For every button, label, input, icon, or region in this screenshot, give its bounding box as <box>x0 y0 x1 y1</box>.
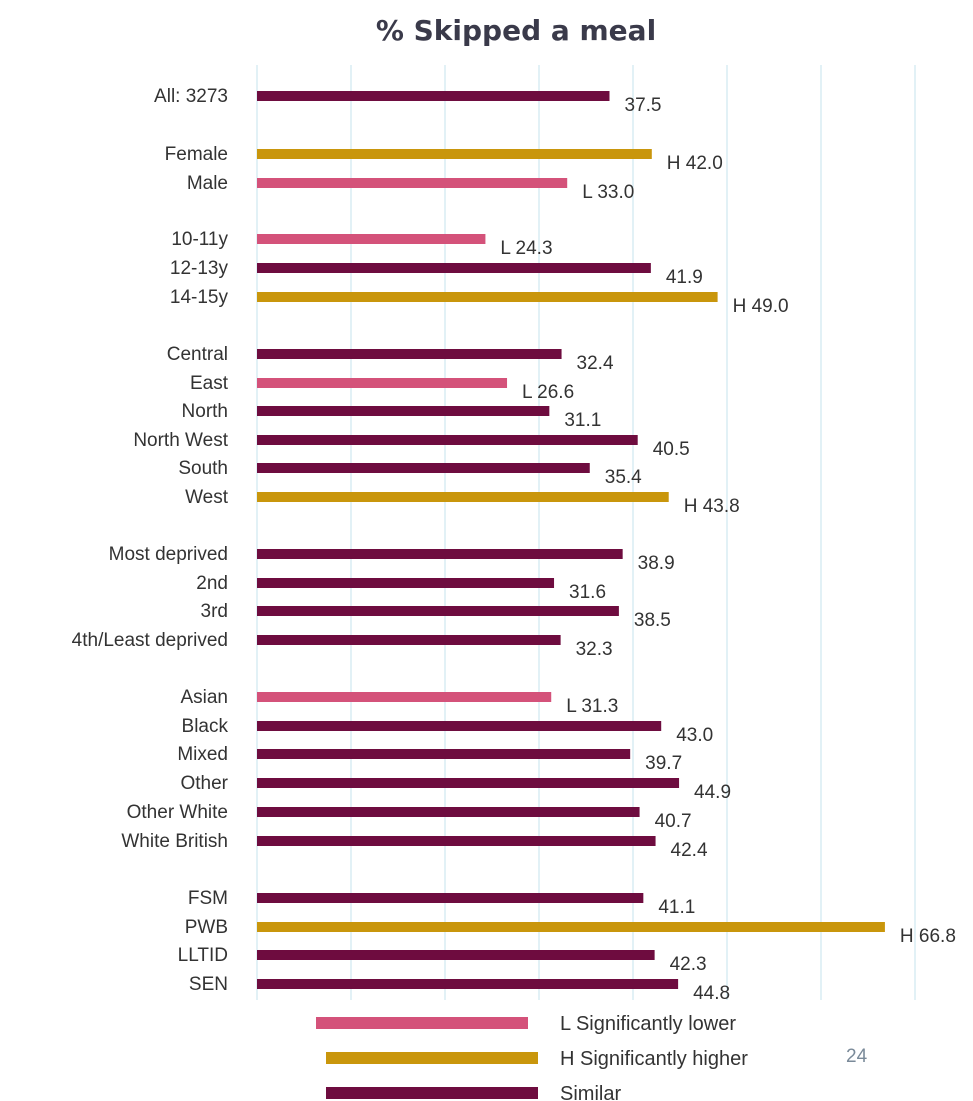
bar <box>257 692 552 702</box>
category-label: 10-11y <box>171 229 228 250</box>
bar-group <box>257 91 885 989</box>
bar <box>257 836 656 846</box>
data-label: 44.9 <box>694 782 731 803</box>
data-label: 40.7 <box>655 811 692 832</box>
category-label: Other <box>180 773 228 794</box>
category-label: Other White <box>127 802 228 823</box>
data-label: H 66.8 <box>900 926 956 947</box>
category-label: PWB <box>185 917 228 938</box>
category-labels: All: 3273 Female Male 10-11y 12-13y 14-15y Cen… <box>72 86 229 995</box>
data-label: L 33.0 <box>582 182 634 203</box>
legend-swatch <box>316 1017 528 1029</box>
bar <box>257 149 652 159</box>
category-label: SEN <box>189 974 228 995</box>
data-label: 42.3 <box>670 954 707 975</box>
legend: L Significantly lower H Significantly hig… <box>316 1013 748 1101</box>
bar <box>257 178 568 188</box>
bar <box>257 435 638 445</box>
category-label: 3rd <box>201 601 228 622</box>
category-label: North West <box>133 430 228 451</box>
category-label: East <box>190 373 229 394</box>
category-label: Male <box>187 173 228 194</box>
legend-label: L Significantly lower <box>560 1013 736 1035</box>
data-label: H 49.0 <box>733 296 789 317</box>
bar <box>257 549 623 559</box>
bar <box>257 263 651 273</box>
bar <box>257 635 561 645</box>
category-label: Black <box>182 716 229 737</box>
chart-title: % Skipped a meal <box>376 14 656 47</box>
legend-swatch <box>326 1052 538 1064</box>
category-label: 4th/Least deprived <box>72 630 228 651</box>
category-label: LLTID <box>178 945 228 966</box>
category-label: West <box>185 487 229 508</box>
data-label: 31.6 <box>569 582 606 603</box>
bar <box>257 950 655 960</box>
data-label: H 42.0 <box>667 153 723 174</box>
data-label: L 26.6 <box>522 382 574 403</box>
data-label: L 24.3 <box>500 238 552 259</box>
category-label: 14-15y <box>170 287 229 308</box>
data-label: 42.4 <box>671 840 708 861</box>
bar <box>257 463 590 473</box>
bar <box>257 234 486 244</box>
page-number: 24 <box>846 1046 868 1067</box>
data-labels: 37.5 H 42.0 L 33.0 L 24.3 41.9 H 49.0 32.4L 26… <box>500 95 955 1004</box>
data-label: L 31.3 <box>566 696 618 717</box>
category-label: White British <box>121 831 228 852</box>
bar <box>257 922 885 932</box>
data-label: 37.5 <box>625 95 662 116</box>
legend-label: Similar <box>560 1083 621 1101</box>
legend-label: H Significantly higher <box>560 1048 748 1070</box>
data-label: 38.5 <box>634 610 671 631</box>
category-label: Asian <box>180 687 228 708</box>
data-label: 41.9 <box>666 267 703 288</box>
data-label: 39.7 <box>645 753 682 774</box>
bar <box>257 492 669 502</box>
data-label: 35.4 <box>605 467 642 488</box>
bar <box>257 979 679 989</box>
bar <box>257 807 640 817</box>
bar <box>257 91 610 101</box>
category-label: Central <box>167 344 228 365</box>
bar <box>257 578 555 588</box>
category-label: Mixed <box>177 744 228 765</box>
bar <box>257 778 680 788</box>
bar <box>257 378 508 388</box>
category-label: 12-13y <box>170 258 229 279</box>
data-label: 31.1 <box>564 410 601 431</box>
legend-swatch <box>326 1087 538 1099</box>
bar <box>257 406 550 416</box>
category-label: Female <box>165 144 228 165</box>
data-label: 43.0 <box>676 725 713 746</box>
category-label: All: 3273 <box>154 86 228 107</box>
data-label: 32.3 <box>576 639 613 660</box>
bar <box>257 606 619 616</box>
bar <box>257 721 662 731</box>
category-label: FSM <box>188 888 228 909</box>
data-label: 38.9 <box>638 553 675 574</box>
category-label: South <box>178 458 228 479</box>
bar <box>257 349 562 359</box>
data-label: 32.4 <box>577 353 614 374</box>
category-label: 2nd <box>196 573 228 594</box>
data-label: 44.8 <box>693 983 730 1004</box>
gridlines <box>256 65 916 1000</box>
data-label: 40.5 <box>653 439 690 460</box>
data-label: H 43.8 <box>684 496 740 517</box>
bar <box>257 749 631 759</box>
bar <box>257 292 718 302</box>
category-label: Most deprived <box>109 544 228 565</box>
data-label: 41.1 <box>658 897 695 918</box>
category-label: North <box>182 401 228 422</box>
bar <box>257 893 644 903</box>
